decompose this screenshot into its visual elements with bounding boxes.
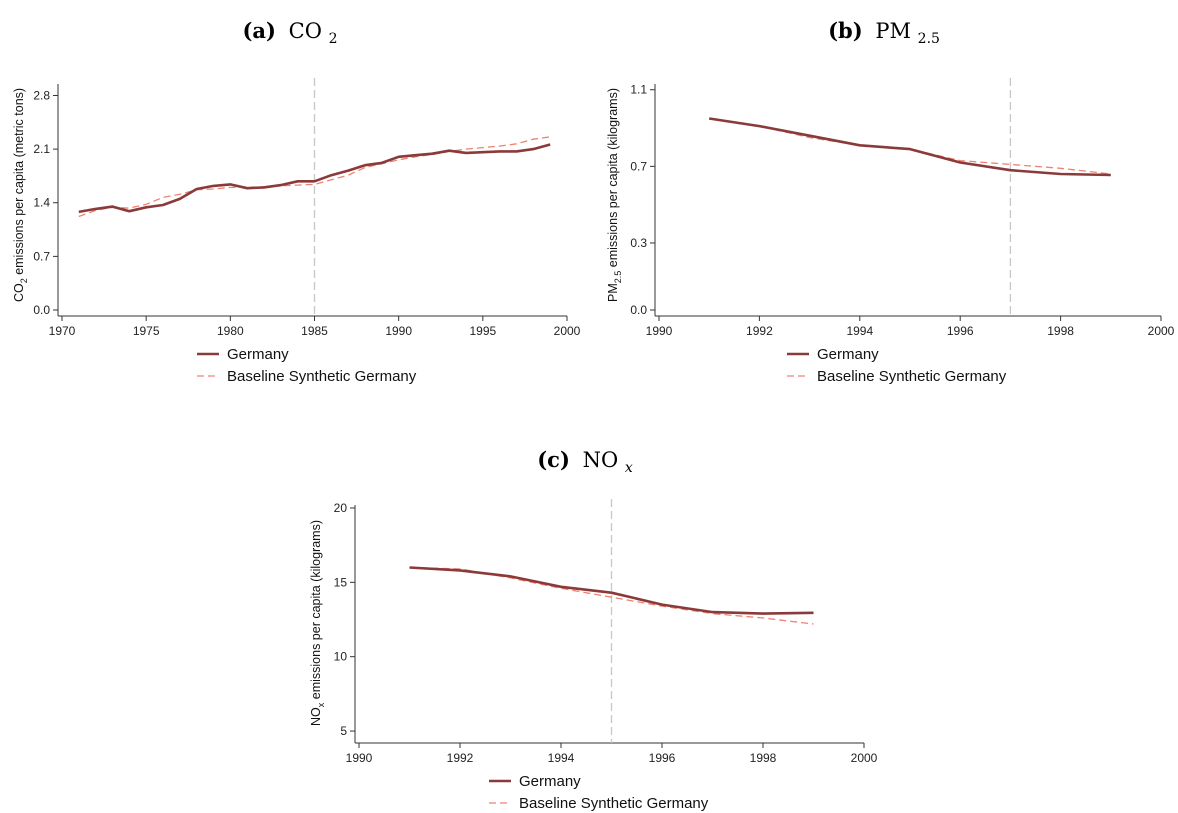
legend-synthetic-label: Baseline Synthetic Germany [817, 368, 1007, 385]
panel-b-title: (b) PM 2.5 [828, 18, 940, 47]
y-tick-label: 1.1 [630, 83, 647, 97]
panel-a-title: (a) CO 2 [242, 18, 337, 47]
y-tick-label: 0.0 [630, 303, 647, 317]
y-tick-label: 0.3 [630, 236, 647, 250]
x-tick-label: 2000 [851, 751, 878, 765]
legend-germany-label: Germany [227, 346, 289, 363]
x-tick-label: 1994 [548, 751, 575, 765]
x-tick-label: 1994 [846, 324, 873, 338]
series-baseline-synthetic-germany-line [78, 136, 551, 218]
x-tick-label: 1990 [385, 324, 412, 338]
y-tick-label: 10 [334, 650, 348, 664]
x-tick-label: 2000 [554, 324, 581, 338]
y-tick-label: 20 [334, 501, 348, 515]
x-tick-label: 1996 [649, 751, 676, 765]
x-tick-label: 1990 [646, 324, 673, 338]
x-tick-label: 1985 [301, 324, 328, 338]
y-tick-label: 15 [334, 575, 348, 589]
panel-a-plot: 1970 1975 1980 1985 1990 1995 2000 0.0 0.7 1.4 2.1… [33, 78, 581, 338]
x-tick-label: 1998 [1047, 324, 1074, 338]
panel-b-plot: 1990 1992 1994 1996 1998 2000 0.0 0.3 0.7 1.1 [630, 78, 1175, 338]
x-tick-label: 1970 [49, 324, 76, 338]
panel-a-tag: (a) [242, 18, 275, 43]
x-tick-label: 2000 [1148, 324, 1175, 338]
x-tick-label: 1992 [746, 324, 773, 338]
legend-germany-label: Germany [817, 346, 879, 363]
panel-c-ylabel: NOx emissions per capita (kilograms) [309, 520, 326, 726]
legend-germany-label: Germany [519, 773, 581, 790]
panel-c-title: (c) NO x [537, 447, 633, 476]
x-tick-label: 1998 [750, 751, 777, 765]
panel-c-legend: Germany Baseline Synthetic Germany [489, 773, 709, 812]
y-tick-label: 2.1 [33, 142, 50, 156]
y-tick-label: 0.0 [33, 303, 50, 317]
y-tick-label: 2.8 [33, 88, 50, 102]
panel-a-legend: Germany Baseline Synthetic Germany [197, 346, 417, 385]
panel-c-plot: 1990 1992 1994 1996 1998 2000 5 10 15 20 [334, 499, 878, 765]
x-tick-label: 1980 [217, 324, 244, 338]
y-tick-label: 5 [340, 724, 347, 738]
x-tick-label: 1996 [947, 324, 974, 338]
legend-synthetic-label: Baseline Synthetic Germany [227, 368, 417, 385]
y-tick-label: 0.7 [33, 249, 50, 263]
panel-b-legend: Germany Baseline Synthetic Germany [787, 346, 1007, 385]
panel-c-tag: (c) [537, 447, 570, 472]
panel-b-ylabel: PM2.5 emissions per capita (kilograms) [606, 88, 623, 302]
panel-b-tag: (b) [828, 18, 863, 43]
series-germany-line [78, 143, 551, 214]
series-germany-line [409, 566, 814, 615]
y-tick-label: 0.7 [630, 159, 647, 173]
x-tick-label: 1990 [346, 751, 373, 765]
series-germany-line [709, 117, 1111, 177]
x-tick-label: 1995 [469, 324, 496, 338]
x-tick-label: 1975 [133, 324, 160, 338]
panel-a-ylabel: CO2 emissions per capita (metric tons) [12, 88, 29, 302]
y-tick-label: 1.4 [33, 196, 50, 210]
x-tick-label: 1992 [447, 751, 474, 765]
legend-synthetic-label: Baseline Synthetic Germany [519, 795, 709, 812]
